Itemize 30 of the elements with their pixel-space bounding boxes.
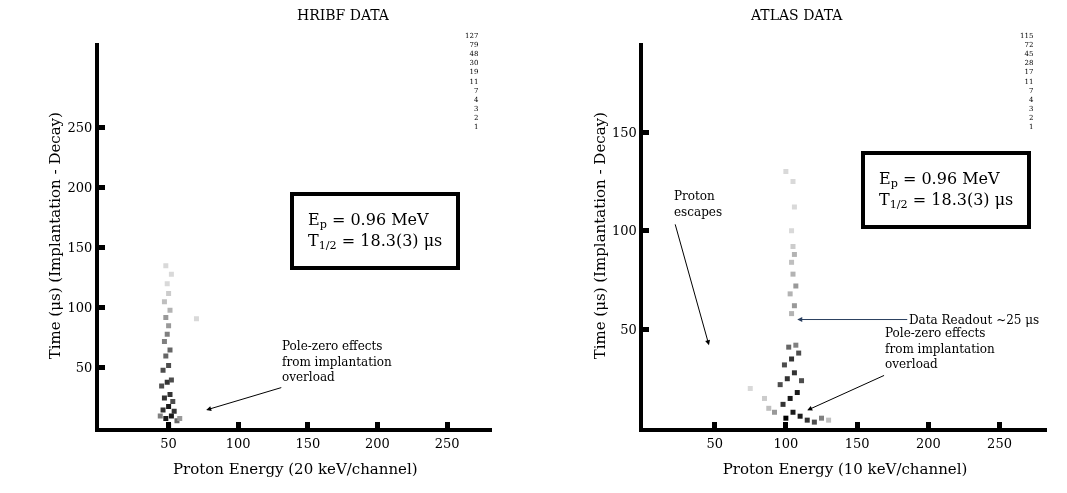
y-tick-label: 150: [67, 240, 93, 256]
y-tick-label: 100: [67, 300, 93, 316]
y-tick-label: 100: [612, 223, 637, 239]
annotation: Data Readout ~25 μs: [909, 313, 1040, 327]
annotation: Pole-zero effects from implantation overload: [885, 326, 996, 372]
chart-title: ATLAS DATA: [750, 7, 844, 23]
x-tick-label: 200: [915, 435, 941, 451]
x-tick-label: 50: [160, 435, 177, 451]
x-tick-label: 100: [773, 435, 799, 451]
annotation: E$_{p}$ = 0.96 MeV T$_{1/2}$ = 18.3(3) μs: [879, 169, 1014, 212]
x-tick-label: 200: [365, 435, 390, 451]
x-tick-label: 150: [844, 435, 870, 451]
x-axis-title: Proton Energy (10 keV/channel): [722, 460, 968, 479]
y-axis-title: Time (μs) (Implantation - Decay): [46, 112, 65, 360]
x-tick-label: 250: [434, 435, 460, 451]
x-tick-label: 250: [987, 435, 1012, 451]
x-axis-title: Proton Energy (20 keV/channel): [172, 460, 418, 479]
annotation: E$_{p}$ = 0.96 MeV T$_{1/2}$ = 18.3(3) μs: [308, 210, 443, 253]
y-tick-label: 50: [75, 360, 93, 376]
chart-title: HRIBF DATA: [297, 7, 390, 23]
y-tick-label: 200: [67, 180, 93, 196]
y-tick-label: 250: [67, 120, 93, 136]
y-tick-label: 50: [620, 321, 637, 337]
annotation: Pole-zero effects from implantation overload: [282, 339, 393, 385]
x-tick-label: 50: [706, 435, 723, 451]
x-tick-label: 100: [225, 435, 251, 451]
annotation: Proton escapes: [674, 189, 723, 219]
y-tick-label: 150: [612, 124, 637, 140]
y-axis-title: Time (μs) (Implantation - Decay): [590, 112, 609, 360]
x-tick-label: 150: [295, 435, 321, 451]
